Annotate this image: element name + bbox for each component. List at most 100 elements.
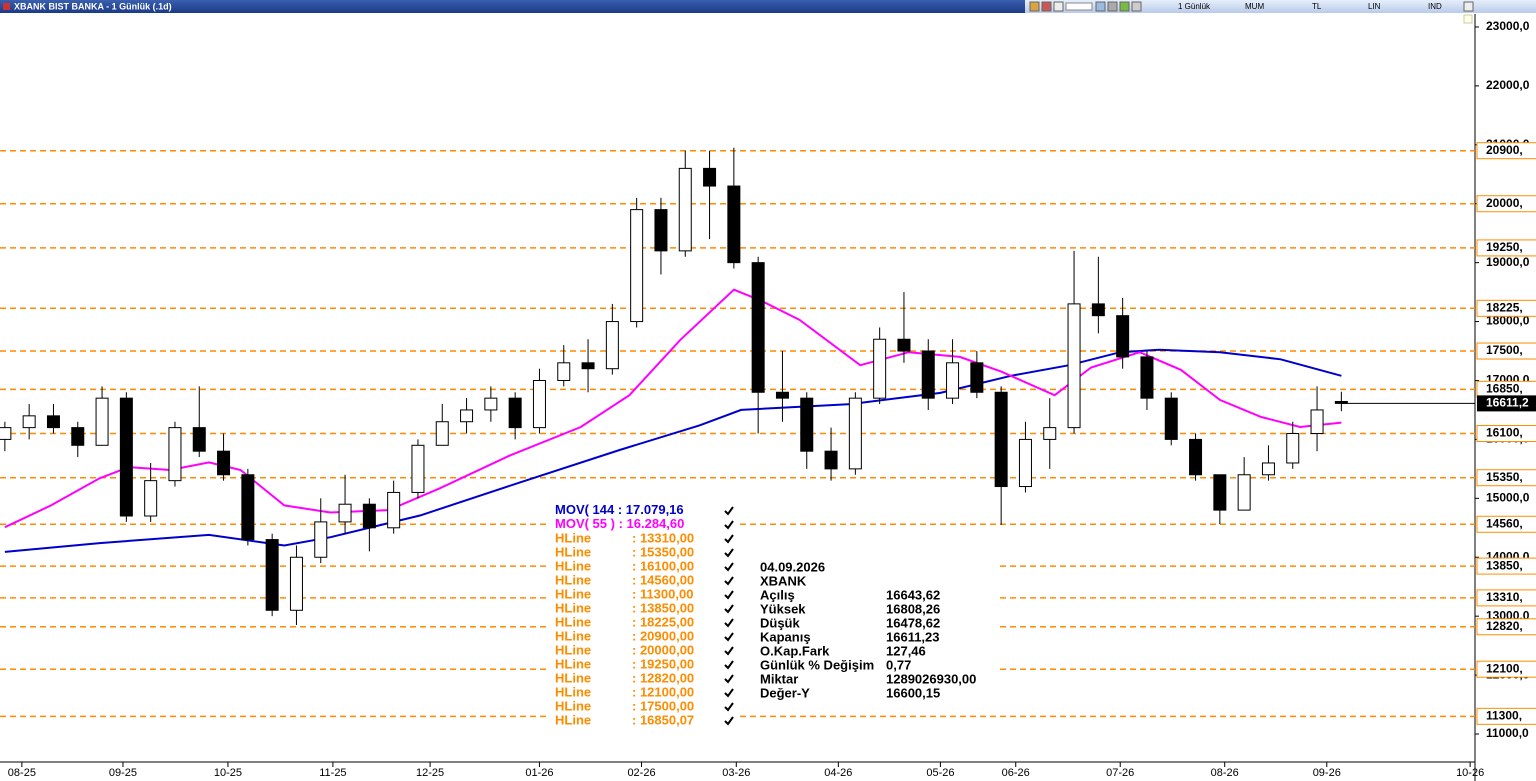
candle-body bbox=[727, 185, 741, 264]
toolbar-item[interactable]: 1 Günlük bbox=[1178, 2, 1211, 11]
candle-body bbox=[119, 397, 133, 517]
legend-entry: HLine bbox=[555, 586, 591, 601]
check-icon bbox=[724, 520, 734, 530]
candle-body bbox=[970, 362, 984, 393]
tool-icon[interactable] bbox=[1119, 1, 1130, 12]
candle-body bbox=[144, 480, 158, 517]
legend-entry: HLine bbox=[555, 614, 591, 629]
candle-body bbox=[1018, 438, 1032, 488]
hline-label-box bbox=[1476, 469, 1536, 487]
check-icon bbox=[724, 604, 734, 614]
legend-entry: HLine bbox=[555, 544, 591, 559]
toolbar-item[interactable]: TL bbox=[1312, 2, 1322, 11]
x-tick-label: 03-26 bbox=[722, 767, 750, 779]
hline-label-box bbox=[1476, 425, 1536, 443]
candle-body bbox=[1140, 356, 1154, 399]
y-tick-label: 23000,0 bbox=[1486, 19, 1530, 33]
info-label: O.Kap.Fark bbox=[760, 643, 830, 658]
hline-label-box bbox=[1476, 557, 1536, 575]
hline-label-box bbox=[1476, 589, 1536, 607]
tool-icon[interactable] bbox=[1029, 1, 1040, 12]
x-tick-label: 09-26 bbox=[1313, 767, 1341, 779]
toolbar-item[interactable]: IND bbox=[1428, 2, 1442, 11]
x-tick-label: 05-26 bbox=[926, 767, 954, 779]
check-icon bbox=[724, 534, 734, 544]
candle-body bbox=[1261, 462, 1275, 476]
hline-label: 16100, bbox=[1486, 426, 1523, 440]
info-label: Düşük bbox=[760, 615, 801, 630]
legend-value: : 16850,07 bbox=[632, 712, 694, 727]
info-label: Açılış bbox=[760, 587, 795, 602]
tool-icon[interactable] bbox=[1463, 1, 1474, 12]
candle-body bbox=[605, 321, 619, 370]
x-tick-label: 04-26 bbox=[824, 767, 852, 779]
legend-entry: HLine bbox=[555, 656, 591, 671]
legend-value: : 13310,00 bbox=[632, 530, 694, 545]
legend-entry: HLine bbox=[555, 600, 591, 615]
info-value: 0,77 bbox=[886, 657, 911, 672]
legend-value: : 15350,00 bbox=[632, 544, 694, 559]
tool-icon[interactable] bbox=[1131, 1, 1142, 12]
hline-label: 20900, bbox=[1486, 143, 1523, 157]
candle-body bbox=[411, 444, 425, 493]
legend-entry: HLine bbox=[555, 670, 591, 685]
check-icon bbox=[724, 688, 734, 698]
candle-body bbox=[848, 397, 862, 470]
hline-label: 11300, bbox=[1486, 709, 1522, 723]
hline-label: 14560, bbox=[1486, 516, 1523, 530]
candle-body bbox=[22, 415, 36, 429]
candle-body bbox=[460, 409, 474, 423]
legend-value: : 14560,00 bbox=[632, 572, 694, 587]
legend-value: : 16.284,60 bbox=[615, 516, 684, 531]
candle-body bbox=[1213, 474, 1227, 511]
legend-entry: HLine bbox=[555, 712, 591, 727]
x-tick-label: 10-25 bbox=[214, 767, 242, 779]
hline-label-box bbox=[1476, 342, 1536, 360]
info-value: 1289026930,00 bbox=[886, 671, 976, 686]
tool-icon[interactable] bbox=[1041, 1, 1052, 12]
candle-body bbox=[1237, 474, 1251, 511]
hline-label-box bbox=[1476, 195, 1536, 213]
legend-value: : 13850,00 bbox=[632, 600, 694, 615]
y-tick-label: 19000,0 bbox=[1486, 255, 1530, 269]
y-tick-label: 22000,0 bbox=[1486, 78, 1530, 92]
candle-body bbox=[532, 379, 546, 429]
candle-body bbox=[751, 262, 765, 393]
info-label: Kapanış bbox=[760, 629, 811, 644]
candle-body bbox=[1286, 433, 1300, 464]
legend-name: MOV( 144 bbox=[555, 502, 615, 517]
info-value: 16808,26 bbox=[886, 601, 940, 616]
candle-body bbox=[168, 427, 182, 482]
tool-field[interactable] bbox=[1065, 2, 1093, 11]
legend-value: : 11300,00 bbox=[632, 586, 693, 601]
legend-value: : 20900,00 bbox=[632, 628, 694, 643]
info-value: 16643,62 bbox=[886, 587, 940, 602]
info-label: Değer-Y bbox=[760, 685, 810, 700]
candle-body bbox=[1189, 438, 1203, 476]
toolbar-item[interactable]: MUM bbox=[1245, 2, 1264, 11]
candle-body bbox=[314, 521, 328, 558]
candle-body bbox=[557, 362, 571, 381]
info-label: Yüksek bbox=[760, 601, 806, 616]
hline-label: 13850, bbox=[1486, 558, 1523, 572]
candle-body bbox=[1116, 315, 1130, 358]
tool-icon[interactable] bbox=[1095, 1, 1106, 12]
toolbar-item[interactable]: LIN bbox=[1368, 2, 1381, 11]
candle-body bbox=[921, 350, 935, 399]
check-icon bbox=[724, 576, 734, 586]
x-tick-label: 09-25 bbox=[109, 767, 137, 779]
info-background bbox=[738, 556, 1000, 702]
moving-average-line bbox=[4, 348, 1342, 553]
last-price-box bbox=[1477, 395, 1536, 412]
hline-label: 17500, bbox=[1486, 343, 1523, 357]
window-icon[interactable] bbox=[3, 3, 10, 10]
toolbar-icons bbox=[1029, 1, 1474, 12]
tool-icon[interactable] bbox=[1053, 1, 1064, 12]
y-tick-label: 11000,0 bbox=[1486, 726, 1529, 740]
legend-value: : 17500,00 bbox=[632, 698, 694, 713]
legend-entry: HLine bbox=[555, 558, 591, 573]
tool-icon[interactable] bbox=[1107, 1, 1118, 12]
x-tick-label: 02-26 bbox=[627, 767, 655, 779]
x-tick-label: 12-25 bbox=[416, 767, 444, 779]
